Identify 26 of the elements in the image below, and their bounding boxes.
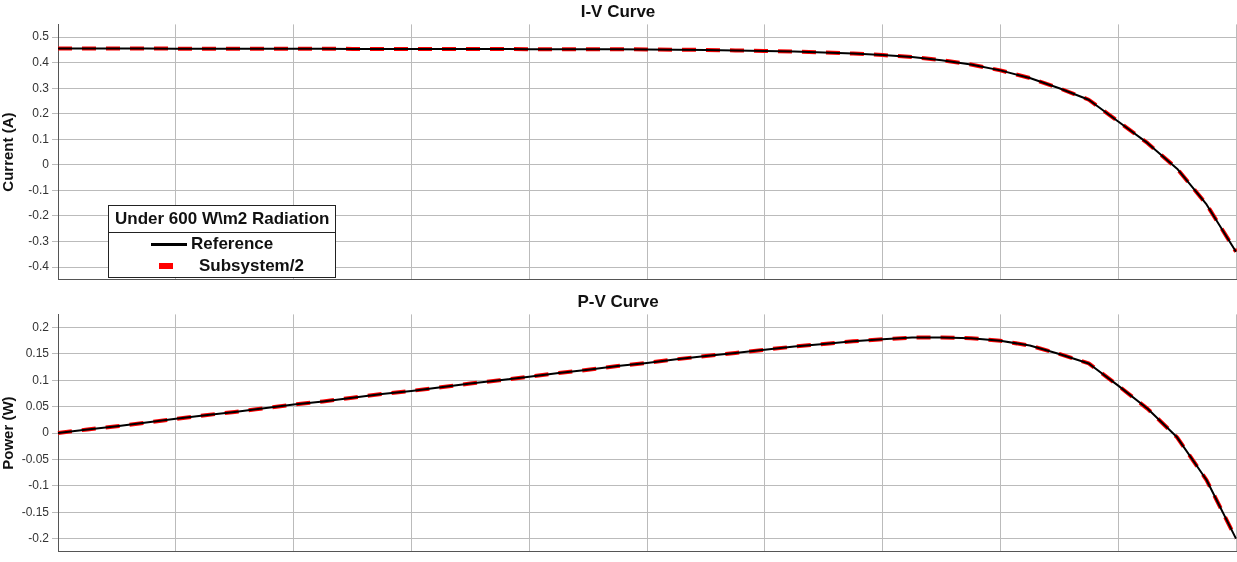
y-tick-label: 0.1 [32, 372, 50, 387]
y-tick-label: -0.1 [28, 182, 50, 197]
chart-title: P-V Curve [577, 291, 659, 311]
y-tick-label: -0.1 [28, 478, 50, 493]
y-tick-label: -0.15 [21, 504, 50, 519]
y-tick-label: 0.3 [32, 80, 50, 95]
y-axis-title: Current (A) [0, 112, 17, 192]
legend-label: Reference [191, 234, 274, 254]
y-tick-label: 0.2 [32, 319, 50, 334]
y-tick-label: -0.3 [28, 233, 50, 248]
y-tick-label: 0.2 [32, 106, 50, 121]
y-tick-label: 0 [42, 425, 50, 440]
y-tick-label: 0.1 [32, 131, 50, 146]
y-tick-label: -0.2 [28, 208, 50, 223]
y-tick-label: -0.05 [21, 451, 50, 466]
y-tick-label: 0.5 [32, 29, 50, 44]
y-tick-label: -0.2 [28, 530, 50, 545]
legend-label: Subsystem/2 [199, 256, 304, 276]
y-tick-label: 0.4 [32, 55, 50, 70]
y-tick-label: 0.05 [25, 399, 50, 414]
legend-title: Under 600 W\m2 Radiation [109, 206, 336, 233]
y-tick-label: -0.4 [28, 259, 50, 274]
y-tick-label: 0 [42, 157, 50, 172]
y-axis-title: Power (W) [0, 396, 17, 470]
y-tick-label: 0.15 [25, 346, 50, 361]
chart-title: I-V Curve [580, 1, 656, 21]
